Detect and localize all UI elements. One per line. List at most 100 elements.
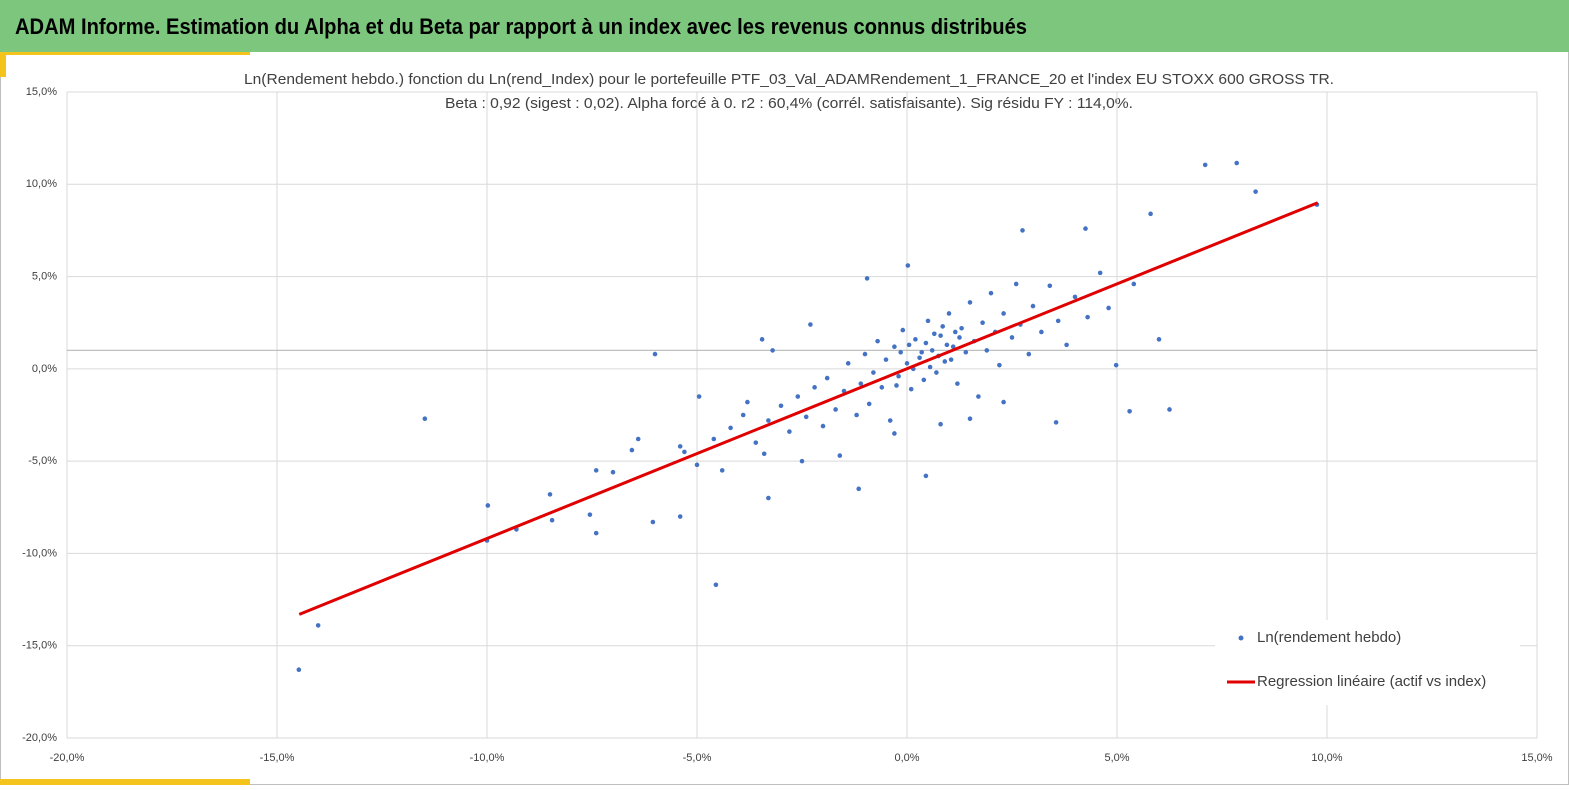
data-point <box>677 514 683 519</box>
data-point <box>938 333 943 338</box>
data-point <box>946 311 952 316</box>
data-point <box>711 436 717 442</box>
data-point <box>696 394 702 399</box>
data-point <box>787 429 792 434</box>
data-point <box>422 416 428 421</box>
data-point <box>650 519 656 525</box>
data-point <box>944 342 950 348</box>
data-point <box>1001 311 1006 316</box>
data-point <box>1053 420 1059 425</box>
data-point <box>856 486 861 492</box>
data-point <box>900 327 906 333</box>
accent <box>0 779 250 785</box>
data-point <box>927 364 933 370</box>
data-point <box>997 362 1002 368</box>
data-point <box>858 381 864 386</box>
data-point <box>904 361 910 366</box>
data-point <box>635 436 641 442</box>
data-point <box>587 512 593 517</box>
data-point <box>766 495 771 501</box>
data-point <box>315 623 321 628</box>
y-tick-label: 5,0% <box>32 270 57 282</box>
data-point <box>921 377 927 383</box>
data-point <box>296 667 302 673</box>
data-point <box>766 418 771 423</box>
data-point <box>803 414 809 420</box>
data-point <box>778 403 784 409</box>
x-tick-label: -10,0% <box>470 752 505 764</box>
data-point <box>547 492 553 497</box>
x-tick-label: 15,0% <box>1521 752 1552 764</box>
data-point <box>955 381 960 386</box>
data-point <box>1020 228 1025 233</box>
data-point <box>1234 160 1239 166</box>
data-point <box>728 425 733 431</box>
data-point <box>959 325 964 331</box>
data-point <box>866 401 872 407</box>
data-point <box>1072 294 1078 300</box>
data-point <box>1055 318 1061 324</box>
data-point <box>824 375 830 381</box>
data-point <box>862 351 868 357</box>
y-tick-label: 0,0% <box>32 363 57 375</box>
regression-line <box>298 201 1319 616</box>
data-point <box>1039 329 1044 335</box>
legend-box <box>1215 620 1520 705</box>
data-point <box>984 348 990 353</box>
data-point <box>929 348 935 353</box>
legend-swatch <box>1238 635 1244 641</box>
data-point <box>898 349 903 355</box>
data-point <box>485 503 491 508</box>
data-point <box>854 412 859 418</box>
data-point <box>864 276 870 281</box>
data-point <box>980 320 985 326</box>
data-point <box>1148 211 1153 217</box>
header-title: ADAM Informe. Estimation du Alpha et du … <box>15 14 1027 39</box>
x-tick-label: 10,0% <box>1311 752 1342 764</box>
data-point <box>896 373 901 379</box>
data-point <box>795 394 801 399</box>
data-point <box>963 349 969 355</box>
y-tick-label: 10,0% <box>26 178 57 190</box>
data-point <box>892 344 897 350</box>
data-point <box>770 348 775 353</box>
data-point <box>1083 226 1088 231</box>
data-point <box>820 423 826 429</box>
data-point <box>932 331 937 337</box>
chart-subtitle: Beta : 0,92 (sigest : 0,02). Alpha forcé… <box>445 95 1133 112</box>
data-point <box>1106 305 1111 311</box>
data-point <box>905 263 911 268</box>
data-point <box>1097 270 1103 276</box>
data-point <box>629 447 635 453</box>
data-point <box>753 440 759 445</box>
data-point <box>1202 162 1208 168</box>
data-point <box>713 582 719 588</box>
data-point <box>938 421 943 427</box>
data-point <box>1064 342 1069 348</box>
data-point <box>871 370 876 375</box>
data-point <box>812 385 817 390</box>
data-point <box>837 453 843 458</box>
data-point <box>953 329 958 335</box>
data-point <box>908 386 914 392</box>
y-tick-label: -15,0% <box>22 640 57 652</box>
data-point <box>1113 362 1119 368</box>
data-point <box>942 359 948 364</box>
data-point <box>719 468 725 473</box>
data-point <box>957 335 962 340</box>
data-point <box>1001 399 1006 405</box>
data-point <box>694 462 700 468</box>
x-tick-label: -20,0% <box>50 752 85 764</box>
data-point <box>799 458 805 464</box>
y-tick-label: -20,0% <box>22 732 57 744</box>
data-point <box>948 357 954 362</box>
header-bar <box>0 0 1569 52</box>
data-point <box>610 469 616 475</box>
data-point <box>892 431 897 436</box>
data-point <box>887 418 893 423</box>
data-point <box>967 416 973 421</box>
data-point <box>1127 409 1132 414</box>
data-point <box>950 344 956 350</box>
data-point <box>759 337 765 342</box>
data-point <box>1030 303 1036 309</box>
